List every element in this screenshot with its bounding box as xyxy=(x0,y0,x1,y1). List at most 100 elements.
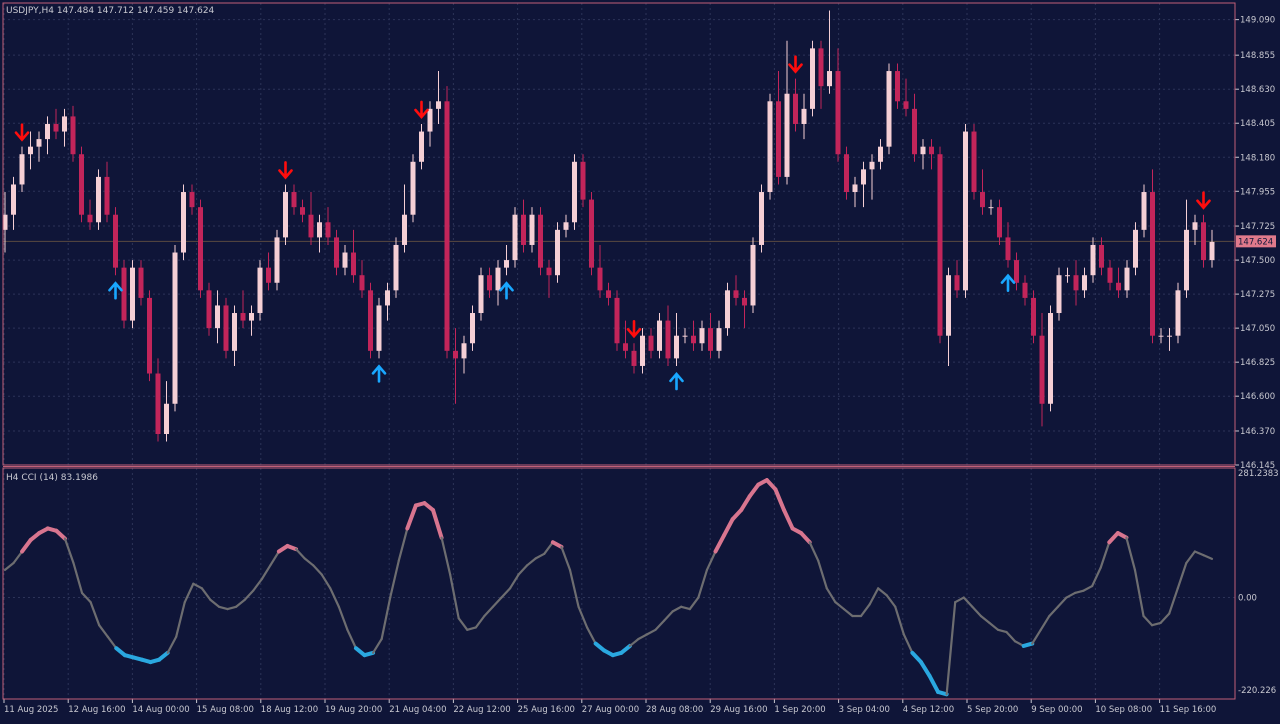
candle-body xyxy=(657,320,662,351)
time-tick-label: 11 Sep 16:00 xyxy=(1160,705,1217,715)
candle-body xyxy=(223,305,229,351)
candle-body xyxy=(317,222,322,238)
candle-body xyxy=(648,335,654,351)
cci-segment xyxy=(1133,568,1145,618)
sell-arrow-icon xyxy=(626,319,642,339)
candle-body xyxy=(699,328,705,344)
cci-segment xyxy=(902,633,914,654)
candle-body xyxy=(368,290,373,351)
price-tick-label: 148.630 xyxy=(1240,85,1275,95)
candle-body xyxy=(215,305,220,329)
cci-segment xyxy=(466,626,477,631)
candle-body xyxy=(1099,244,1104,268)
candle-body xyxy=(614,297,620,344)
cci-segment xyxy=(1091,566,1102,588)
cci-segment xyxy=(773,487,786,513)
candle-body xyxy=(291,192,297,208)
cci-segment xyxy=(842,607,854,618)
cci-segment xyxy=(577,605,589,629)
cci-segment xyxy=(945,601,957,696)
candle-body xyxy=(555,229,560,276)
candle-body xyxy=(28,146,33,155)
cci-segment xyxy=(508,573,520,590)
cci-line xyxy=(3,478,1214,697)
cci-segment xyxy=(817,559,828,590)
cci-segment xyxy=(730,508,744,522)
price-tick-label: 149.090 xyxy=(1240,16,1275,26)
price-tick-label: 147.725 xyxy=(1240,222,1275,232)
current-price-tag: 147.624 xyxy=(1236,235,1276,248)
candle-body xyxy=(53,123,59,132)
candle-body xyxy=(164,403,169,434)
cci-segment xyxy=(885,594,897,608)
buy-arrow-icon xyxy=(499,281,514,300)
time-tick-label: 11 Aug 2025 xyxy=(4,705,58,715)
candle-body xyxy=(886,71,892,147)
cci-segment xyxy=(1193,550,1205,557)
cci-segment xyxy=(192,582,203,590)
candle-body xyxy=(733,290,739,298)
candle-body xyxy=(920,146,926,155)
price-tick-label: 147.275 xyxy=(1240,290,1275,300)
candle-body xyxy=(946,275,951,336)
candle-body xyxy=(895,71,900,102)
cci-segment xyxy=(1176,561,1188,590)
candle-body xyxy=(589,199,594,268)
cci-segment xyxy=(1099,541,1111,569)
cci-segment xyxy=(235,598,246,608)
cci-segment xyxy=(337,605,349,631)
cci-segment xyxy=(697,568,709,599)
cci-segment xyxy=(1065,591,1077,599)
cci-segment xyxy=(1082,584,1094,592)
cci-segment xyxy=(303,557,315,567)
candle-body xyxy=(742,297,747,306)
candle-body xyxy=(971,131,977,193)
cci-segment xyxy=(1056,596,1068,608)
cci-tick-label: 281.2383 xyxy=(1238,469,1279,479)
candle-body xyxy=(563,222,569,230)
cci-segment xyxy=(457,617,469,631)
main-header: USDJPY,H4 147.484 147.712 147.459 147.62… xyxy=(6,6,215,16)
price-tick-label: 147.955 xyxy=(1240,187,1275,197)
cci-segment xyxy=(543,541,554,555)
price-tick-label: 147.050 xyxy=(1240,324,1275,334)
time-tick-label: 3 Sep 04:00 xyxy=(839,705,890,715)
cci-segment xyxy=(3,561,15,572)
candle-body xyxy=(606,290,611,298)
candle-body xyxy=(937,154,943,336)
price-tick-label: 147.500 xyxy=(1240,256,1275,266)
candle-body xyxy=(1107,267,1113,283)
candle-body xyxy=(869,161,875,170)
cci-segment xyxy=(449,573,460,620)
candle-body xyxy=(1167,335,1172,337)
price-axis: 149.090 148.855 148.630 148.405 148.180 147.9… xyxy=(1235,16,1275,471)
cci-segment xyxy=(688,596,700,611)
cci-segment xyxy=(663,610,674,622)
time-tick-label: 10 Sep 08:00 xyxy=(1095,705,1152,715)
candle-body xyxy=(640,335,645,366)
cci-segment xyxy=(1150,621,1162,627)
cci-segment xyxy=(200,587,212,601)
candle-body xyxy=(189,192,195,208)
cci-segment xyxy=(380,596,392,641)
candle-body xyxy=(529,214,535,245)
cci-segment xyxy=(320,573,332,590)
candle-body xyxy=(198,207,203,291)
candle-body xyxy=(623,343,628,351)
cci-segment xyxy=(294,548,306,560)
cci-segment xyxy=(739,494,752,513)
cci-segment xyxy=(988,621,1000,631)
cci-segment xyxy=(157,650,170,662)
candle-body xyxy=(818,48,824,87)
candle-body xyxy=(631,350,637,366)
candle-body xyxy=(300,207,305,215)
candle-body xyxy=(1175,290,1181,336)
candle-body xyxy=(597,267,603,291)
cci-segment xyxy=(500,587,512,599)
candle-body xyxy=(512,214,518,261)
cci-segment xyxy=(63,537,75,565)
candle-body xyxy=(104,176,110,215)
candle-body xyxy=(997,207,1002,238)
candle-body xyxy=(546,267,552,276)
